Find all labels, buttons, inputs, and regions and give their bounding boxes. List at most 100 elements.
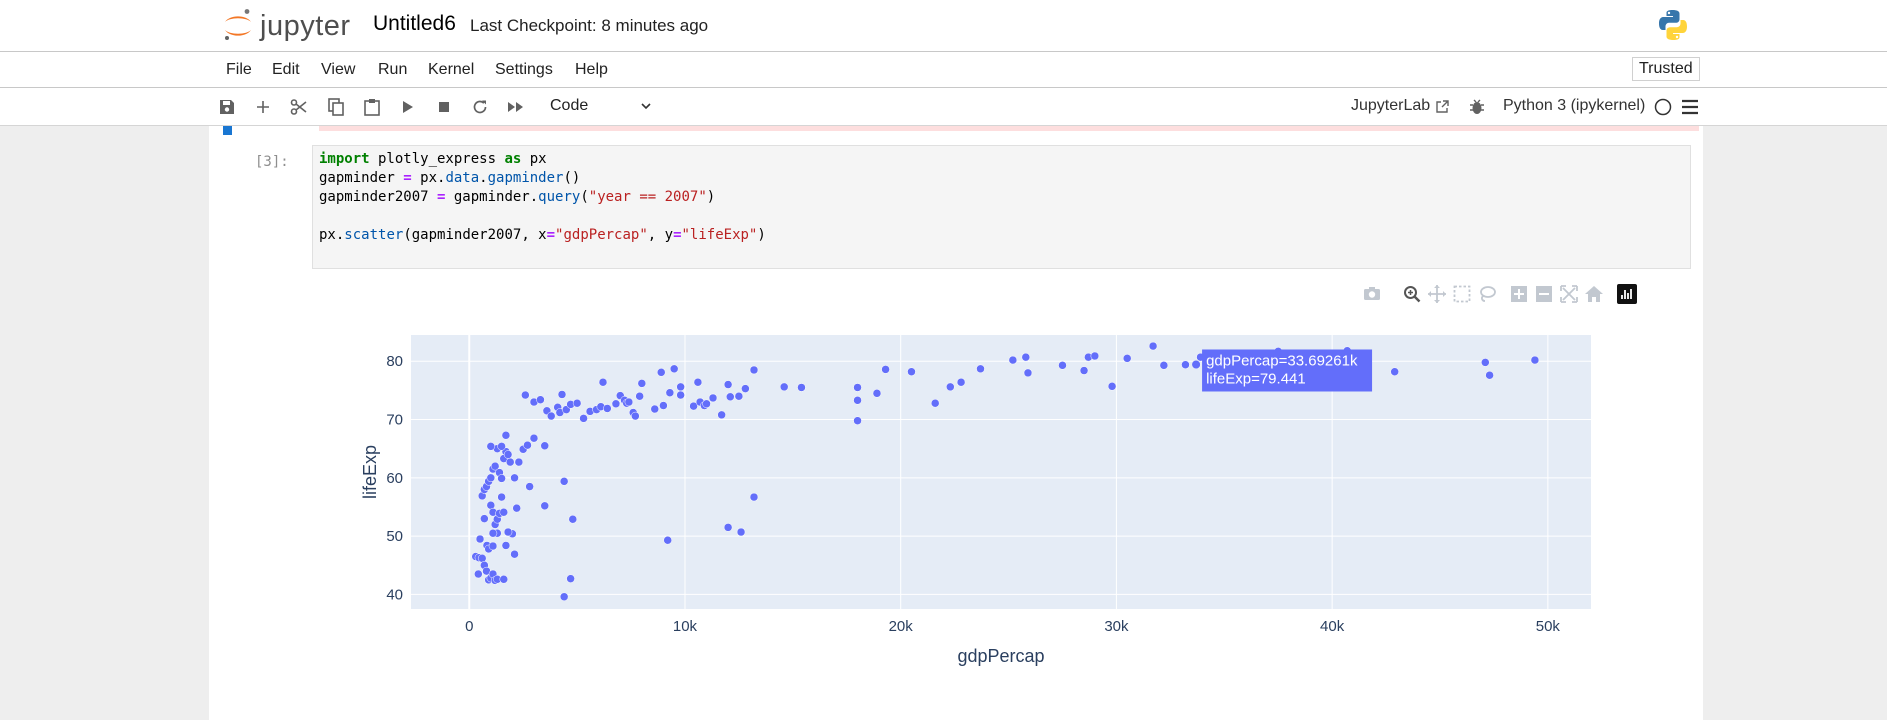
zoom-out-icon[interactable] (1534, 284, 1554, 304)
data-point[interactable] (475, 534, 485, 544)
data-point[interactable] (676, 382, 685, 392)
data-point[interactable] (946, 382, 955, 392)
data-point[interactable] (1023, 368, 1033, 378)
data-point[interactable] (749, 492, 759, 502)
data-point[interactable] (907, 367, 916, 376)
data-point[interactable] (499, 575, 509, 584)
data-point[interactable] (1181, 360, 1190, 369)
copy-icon[interactable] (325, 96, 347, 118)
data-point[interactable] (486, 473, 496, 483)
menu-file[interactable]: File (226, 61, 252, 78)
data-point[interactable] (1107, 382, 1117, 391)
data-point[interactable] (510, 549, 519, 559)
data-point[interactable] (1079, 366, 1089, 375)
cell-type-select[interactable]: Code (550, 97, 589, 114)
data-point[interactable] (726, 392, 735, 402)
data-point[interactable] (521, 390, 530, 400)
active-cell-marker[interactable] (223, 126, 232, 135)
data-point[interactable] (568, 514, 578, 524)
stop-icon[interactable] (433, 96, 455, 118)
data-point[interactable] (853, 416, 862, 425)
data-point[interactable] (497, 492, 506, 502)
data-point[interactable] (579, 414, 588, 423)
menu-edit[interactable]: Edit (272, 61, 300, 78)
data-point[interactable] (749, 365, 759, 375)
data-point[interactable] (603, 404, 612, 413)
data-point[interactable] (474, 569, 483, 579)
data-point[interactable] (734, 391, 744, 401)
chevron-down-icon[interactable] (640, 100, 652, 112)
data-point[interactable] (523, 440, 532, 450)
data-point[interactable] (559, 477, 569, 486)
data-point[interactable] (741, 384, 750, 393)
data-point[interactable] (736, 527, 746, 537)
save-icon[interactable] (216, 96, 238, 118)
data-point[interactable] (559, 592, 569, 602)
data-point[interactable] (637, 379, 647, 388)
data-point[interactable] (503, 450, 513, 459)
data-point[interactable] (503, 527, 513, 537)
menu-view[interactable]: View (321, 61, 356, 78)
hovered-data-point[interactable] (1192, 360, 1201, 369)
menu-kernel[interactable]: Kernel (428, 61, 475, 78)
data-point[interactable] (499, 507, 509, 517)
data-point[interactable] (650, 404, 660, 414)
data-point[interactable] (676, 390, 685, 400)
data-point[interactable] (611, 399, 621, 409)
data-point[interactable] (631, 411, 640, 421)
data-point[interactable] (505, 457, 515, 467)
data-point[interactable] (540, 501, 549, 511)
zoom-in-icon[interactable] (1509, 284, 1529, 304)
data-point[interactable] (546, 411, 556, 421)
data-point[interactable] (708, 393, 718, 403)
data-point[interactable] (1008, 355, 1018, 365)
data-point[interactable] (497, 474, 506, 483)
data-point[interactable] (510, 473, 519, 483)
data-point[interactable] (525, 482, 534, 491)
data-point[interactable] (1530, 355, 1540, 365)
data-point[interactable] (853, 396, 862, 405)
add-cell-icon[interactable] (252, 96, 274, 118)
data-point[interactable] (497, 442, 506, 451)
lasso-icon[interactable] (1477, 284, 1497, 304)
data-point[interactable] (490, 461, 500, 471)
data-point[interactable] (1058, 361, 1067, 370)
box-select-icon[interactable] (1452, 284, 1472, 304)
jupyter-logo[interactable]: jupyter (222, 6, 351, 46)
restart-kernel-icon[interactable] (469, 96, 491, 118)
data-point[interactable] (624, 397, 634, 407)
data-point[interactable] (669, 364, 679, 374)
menu-settings[interactable]: Settings (495, 61, 553, 78)
plotly-logo-icon[interactable] (1617, 284, 1637, 304)
data-point[interactable] (693, 377, 703, 387)
data-point[interactable] (663, 535, 672, 545)
run-all-icon[interactable] (505, 96, 527, 118)
data-point[interactable] (1159, 361, 1169, 370)
scatter-plot[interactable]: 0 10k 20k 30k 40k 50k 40 50 60 70 80 gdpPercap lifeE… (339, 334, 1599, 694)
paste-icon[interactable] (361, 96, 383, 118)
zoom-icon[interactable] (1402, 284, 1422, 304)
data-point[interactable] (930, 398, 940, 408)
data-point[interactable] (797, 383, 806, 392)
data-point[interactable] (598, 377, 608, 387)
data-point[interactable] (572, 398, 582, 408)
notebook-title[interactable]: Untitled6 (373, 12, 456, 35)
data-point[interactable] (501, 541, 511, 550)
external-link-icon[interactable] (1435, 100, 1449, 114)
camera-icon[interactable] (1362, 284, 1382, 304)
data-point[interactable] (488, 541, 498, 551)
autoscale-icon[interactable] (1559, 284, 1579, 304)
data-point[interactable] (512, 503, 521, 513)
data-point[interactable] (779, 382, 789, 392)
data-point[interactable] (514, 457, 524, 467)
data-point[interactable] (956, 377, 966, 387)
menu-icon[interactable] (1681, 99, 1699, 115)
data-point[interactable] (480, 514, 489, 523)
data-point[interactable] (853, 383, 862, 392)
data-point[interactable] (486, 442, 496, 451)
data-point[interactable] (1122, 354, 1132, 363)
cut-icon[interactable] (288, 96, 310, 118)
code-editor[interactable]: import plotly_express as px gapminder = p… (312, 145, 1691, 269)
data-point[interactable] (557, 390, 567, 399)
data-point[interactable] (1485, 370, 1494, 380)
